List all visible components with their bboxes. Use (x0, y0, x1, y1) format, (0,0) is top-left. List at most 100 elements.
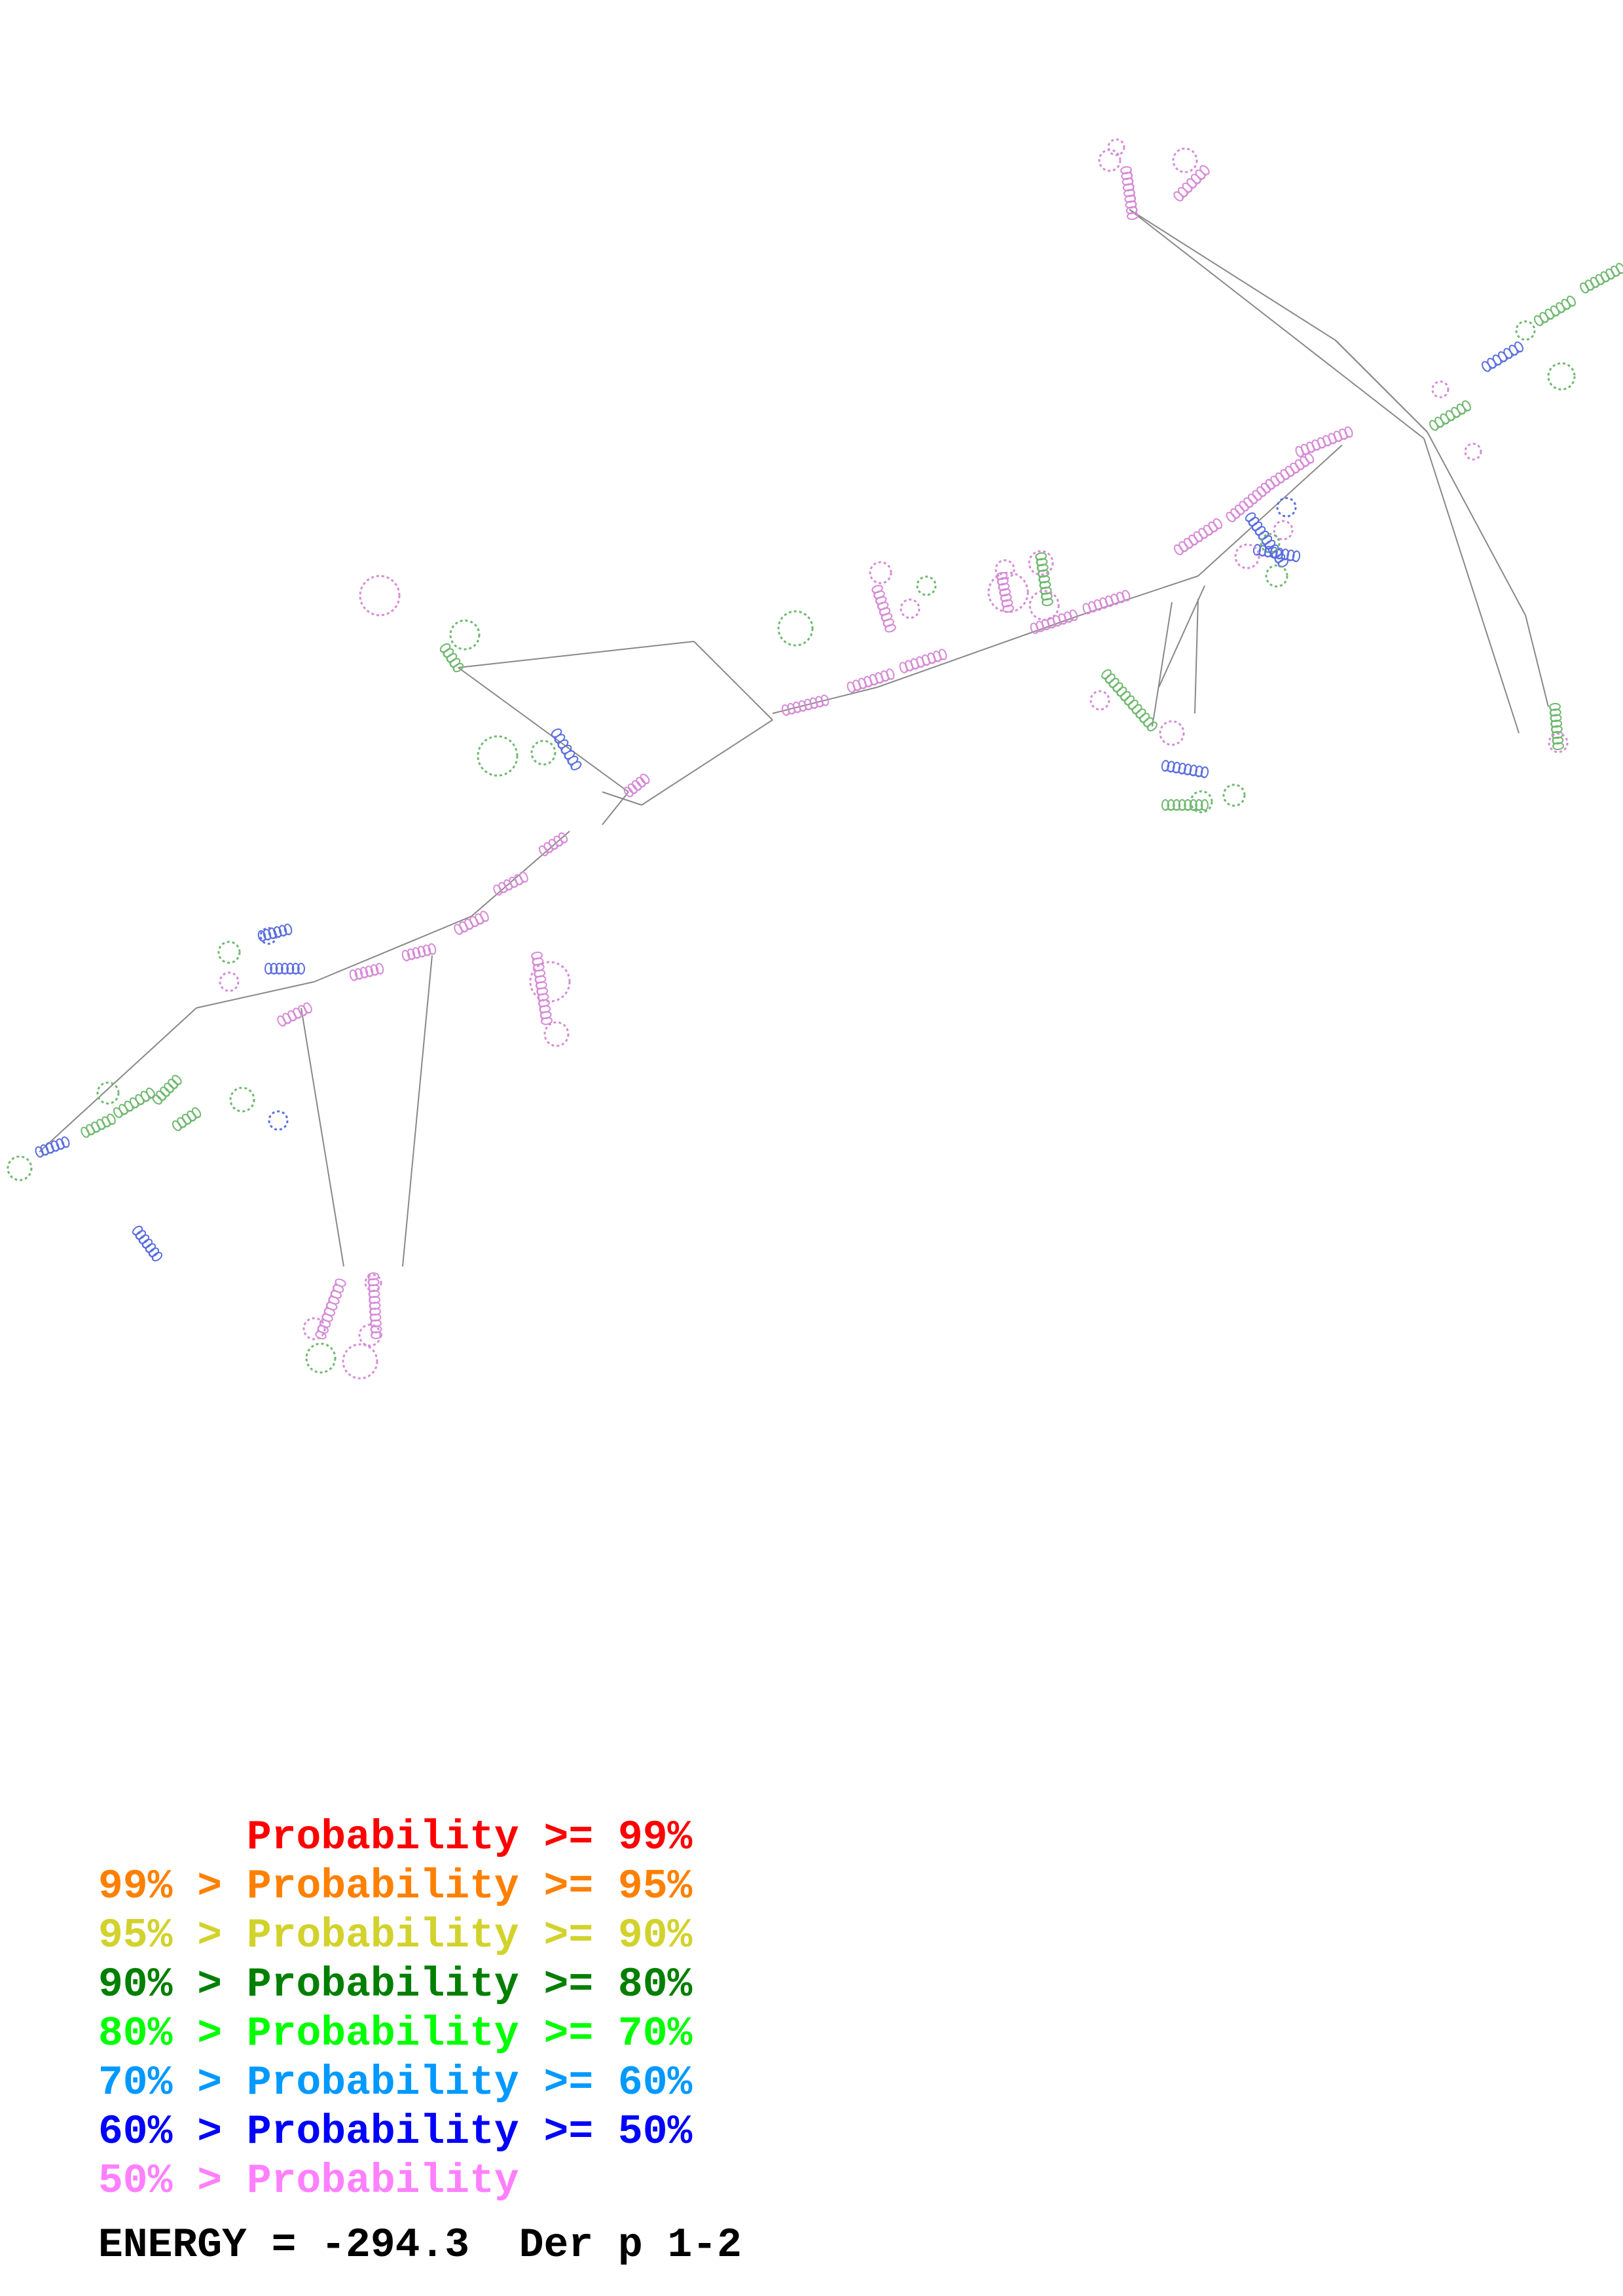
base-pair (809, 697, 818, 709)
strand (630, 781, 648, 797)
loop (1028, 550, 1054, 576)
strand (1233, 487, 1273, 521)
legend-row: 50% > Probability (98, 2158, 519, 2204)
strand (86, 1122, 114, 1137)
strand (441, 650, 455, 671)
base-pair (469, 916, 479, 927)
loop (987, 571, 1029, 613)
strand (996, 577, 1004, 610)
base-pair (1139, 713, 1150, 723)
loop (916, 575, 937, 596)
base-pair (1120, 166, 1132, 175)
base-pair (632, 780, 642, 791)
base-pair (1035, 552, 1047, 561)
strand (1550, 707, 1554, 747)
base-pair (1120, 691, 1131, 701)
base-pair (1552, 742, 1564, 751)
base-pair (1304, 452, 1315, 464)
loop (1234, 543, 1260, 569)
base-pair (1122, 177, 1134, 186)
base-pair (1040, 592, 1053, 601)
base-pair (1184, 763, 1192, 776)
base-pair (475, 913, 484, 925)
base-pair (1317, 437, 1326, 449)
base-pair (452, 662, 464, 673)
base-pair (480, 910, 489, 922)
strand (532, 956, 543, 1022)
base-pair (1123, 188, 1135, 198)
base-pair (1184, 799, 1192, 811)
base-pair (1595, 274, 1605, 285)
base-pair (1261, 535, 1273, 545)
base-pair (884, 624, 896, 633)
loop (449, 619, 481, 651)
base-pair (138, 1234, 150, 1244)
legend-row: 99% > Probability >= 95% (98, 1863, 693, 1910)
strand (1164, 770, 1204, 778)
base-pair (1125, 200, 1137, 209)
loop (7, 1155, 33, 1181)
base-pair (412, 947, 421, 959)
legend-row: Probability >= 99% (98, 1814, 693, 1861)
base-pair (281, 963, 289, 975)
loop (96, 1081, 120, 1105)
base-pair (1121, 171, 1133, 180)
loop (1273, 520, 1294, 541)
base-pair (401, 950, 410, 961)
base-pair (1514, 341, 1523, 353)
base-pair (168, 1079, 178, 1089)
base-pair (1104, 673, 1116, 684)
base-pair (1552, 736, 1564, 745)
base-pair (1069, 609, 1078, 621)
base-pair (146, 1087, 155, 1099)
base-pair (56, 1138, 65, 1150)
base-pair (820, 694, 830, 706)
base-pair (1247, 493, 1258, 505)
base-pair (1311, 439, 1321, 451)
strand (1488, 350, 1522, 371)
loop (1547, 362, 1576, 391)
base-pair (365, 965, 374, 977)
base-pair (1322, 435, 1332, 446)
base-pair (886, 668, 895, 680)
strand (499, 880, 526, 895)
strand (133, 1232, 154, 1260)
strand (1586, 272, 1623, 293)
strand (1301, 435, 1351, 457)
backbone-segment (1152, 601, 1173, 727)
base-pair (275, 963, 283, 975)
base-pair (1286, 549, 1295, 562)
base-pair (1173, 799, 1181, 811)
base-pair (1254, 526, 1266, 536)
loop (259, 927, 278, 945)
base-pair (293, 1007, 302, 1019)
loop (342, 1343, 378, 1380)
backbone-segment (641, 719, 773, 806)
loop (1276, 497, 1297, 518)
base-pair (1195, 765, 1203, 778)
base-pair (172, 1075, 182, 1085)
base-pair (1042, 598, 1053, 607)
backbone-segment (1158, 585, 1205, 688)
base-pair (498, 882, 507, 893)
base-pair (1328, 433, 1337, 444)
backbone-segment (458, 641, 695, 668)
base-pair (804, 698, 812, 711)
base-pair (96, 1119, 105, 1130)
probability-legend: Probability >= 99% 99% > Probability >= 9… (98, 1813, 692, 2206)
base-pair (160, 1086, 170, 1097)
loop (358, 1323, 382, 1347)
base-pair (1002, 604, 1014, 613)
loop (268, 1110, 289, 1131)
base-pair (1550, 719, 1563, 728)
base-pair (156, 1090, 166, 1101)
base-pair (1611, 265, 1620, 277)
strand (904, 658, 945, 673)
base-pair (999, 588, 1011, 597)
base-pair (286, 963, 295, 975)
helix-stems (35, 165, 1623, 1340)
base-pair (1300, 444, 1309, 456)
base-pair (1201, 799, 1209, 811)
base-pair (1462, 400, 1471, 412)
base-pair (428, 943, 437, 955)
